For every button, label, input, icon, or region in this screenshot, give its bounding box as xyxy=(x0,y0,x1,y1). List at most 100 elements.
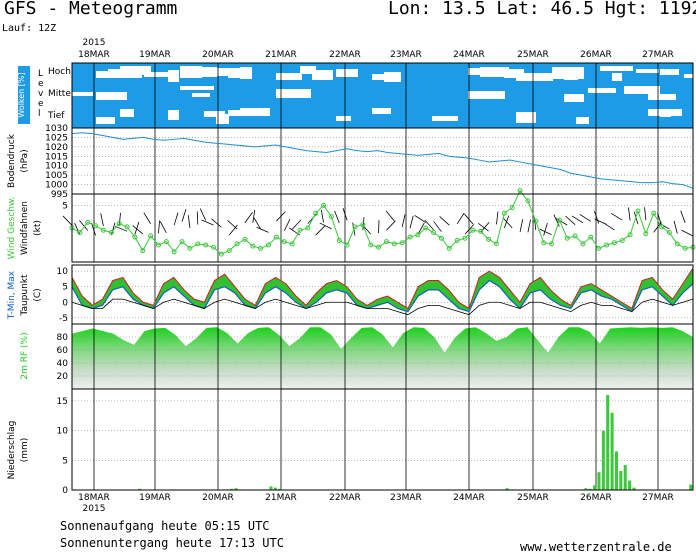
wind-barb xyxy=(415,216,426,223)
cloud-level-label: Mittel xyxy=(48,89,73,99)
x-tick-label-top: 24MAR xyxy=(453,50,485,60)
cloud-patch xyxy=(372,108,391,114)
wind-barb xyxy=(386,221,395,230)
cloud-patch xyxy=(564,70,578,80)
cloud-patch xyxy=(96,92,127,100)
wind-barb xyxy=(611,213,622,220)
wind-barb xyxy=(335,211,340,223)
cloud-patch xyxy=(312,70,333,80)
sunrise-text: Sonnenaufgang heute 05:15 UTC xyxy=(60,519,270,533)
site-credit: www.wetterzentrale.de xyxy=(520,540,672,554)
wind-barb xyxy=(520,219,523,232)
wind-barb xyxy=(75,223,80,235)
x-year-label-top: 2015 xyxy=(83,38,106,48)
cloud-level-letter: L xyxy=(38,69,43,79)
x-tick-label-top: 23MAR xyxy=(390,50,422,60)
cloud-patch xyxy=(72,92,93,96)
cloud-level-letter: v xyxy=(38,89,44,99)
wind-barb xyxy=(645,207,646,220)
cloud-patch xyxy=(516,73,553,81)
humidity-area xyxy=(72,327,693,389)
precipitation-bar xyxy=(269,486,272,490)
precipitation-bar xyxy=(628,480,631,490)
pressure-y-tick-label: 995 xyxy=(51,190,68,200)
wind-barb xyxy=(496,212,497,225)
wind-barb xyxy=(174,213,178,225)
cloud-patch xyxy=(384,72,401,82)
x-tick-label-bottom: 23MAR xyxy=(390,493,422,503)
pressure-line xyxy=(72,133,693,189)
cloud-patch xyxy=(180,86,214,90)
humidity-y-tick-label: 40 xyxy=(57,359,69,369)
temperature-unit-label: (C) xyxy=(33,288,43,301)
x-tick-label-top: 20MAR xyxy=(202,50,234,60)
precipitation-unit-label: (mm) xyxy=(20,438,30,463)
wind-barb xyxy=(572,216,583,223)
precipitation-y-tick-label: 5 xyxy=(62,456,68,466)
precipitation-bar xyxy=(624,465,627,490)
wind-barb xyxy=(257,227,269,232)
temperature-y-tick-label: 10 xyxy=(57,267,69,277)
wind-barb xyxy=(202,220,214,225)
humidity-y-tick-label: 60 xyxy=(57,346,69,356)
wind-barb xyxy=(158,220,159,233)
pressure-y-tick-label: 1005 xyxy=(45,171,68,181)
precipitation-bar xyxy=(602,431,605,490)
wind-barb xyxy=(253,210,255,223)
cloud-patch xyxy=(144,72,172,77)
sunset-text: Sonnenuntergang heute 17:13 UTC xyxy=(60,536,284,550)
x-tick-label-bottom: 27MAR xyxy=(642,493,674,503)
wind-barb xyxy=(386,211,394,221)
cloud-patch xyxy=(120,109,134,117)
cloud-region xyxy=(582,66,692,126)
cloud-level-label: Tief xyxy=(47,111,65,121)
cloud-level-letter: e xyxy=(38,99,44,109)
cloud-level-letter: l xyxy=(38,109,41,119)
humidity-y-label: 2m RF (%) xyxy=(20,332,30,379)
temperature-y-tick-label: 0 xyxy=(62,298,68,308)
wind-barb xyxy=(316,226,325,235)
pressure-unit-label: (hPa) xyxy=(20,149,30,172)
x-tick-label-top: 18MAR xyxy=(78,50,110,60)
wind-speed-line xyxy=(72,191,693,254)
wind-barb xyxy=(402,214,405,227)
wind-barb xyxy=(528,220,531,233)
wind-barb xyxy=(211,219,221,227)
precipitation-y-tick-label: 15 xyxy=(57,397,68,407)
wind-barb xyxy=(101,213,104,226)
pressure-y-tick-label: 1030 xyxy=(45,124,68,134)
precipitation-y-label: Niederschlag xyxy=(7,421,17,480)
wind-series-label: Wind Geschw. xyxy=(7,197,17,260)
wind-barb xyxy=(229,225,237,235)
cloud-panel-title: Wolken [%] xyxy=(17,72,26,117)
wind-barb xyxy=(160,221,166,232)
humidity-y-tick-label: 20 xyxy=(57,372,69,382)
wind-barb xyxy=(63,216,72,225)
cloud-patch xyxy=(336,116,351,121)
cloud-patch xyxy=(240,108,270,116)
wind-barb xyxy=(227,220,237,229)
pressure-y-tick-label: 1025 xyxy=(45,133,68,143)
pressure-panel-frame xyxy=(72,128,693,194)
precipitation-bar xyxy=(606,395,609,490)
wind-y-label: Windfahnen xyxy=(20,201,30,255)
x-tick-label-top: 21MAR xyxy=(265,50,297,60)
x-tick-label-top: 22MAR xyxy=(329,50,361,60)
precipitation-bar xyxy=(597,472,600,490)
humidity-y-tick-label: 80 xyxy=(57,333,69,343)
temperature-y-label: Taupunkt xyxy=(20,274,30,317)
wind-barb xyxy=(321,210,323,223)
wind-barb xyxy=(188,215,190,228)
x-tick-label-top: 27MAR xyxy=(642,50,674,60)
pressure-y-tick-label: 1015 xyxy=(45,152,68,162)
cloud-patch xyxy=(240,67,252,79)
x-tick-label-bottom: 25MAR xyxy=(517,493,549,503)
wind-barb xyxy=(410,216,413,229)
x-tick-label-top: 19MAR xyxy=(139,50,171,60)
pressure-y-tick-label: 1020 xyxy=(45,143,68,153)
wind-barb xyxy=(594,211,598,223)
wind-barb xyxy=(457,213,464,224)
cloud-patch xyxy=(564,94,584,102)
cloud-patch xyxy=(168,70,179,82)
wind-barb xyxy=(200,209,205,221)
